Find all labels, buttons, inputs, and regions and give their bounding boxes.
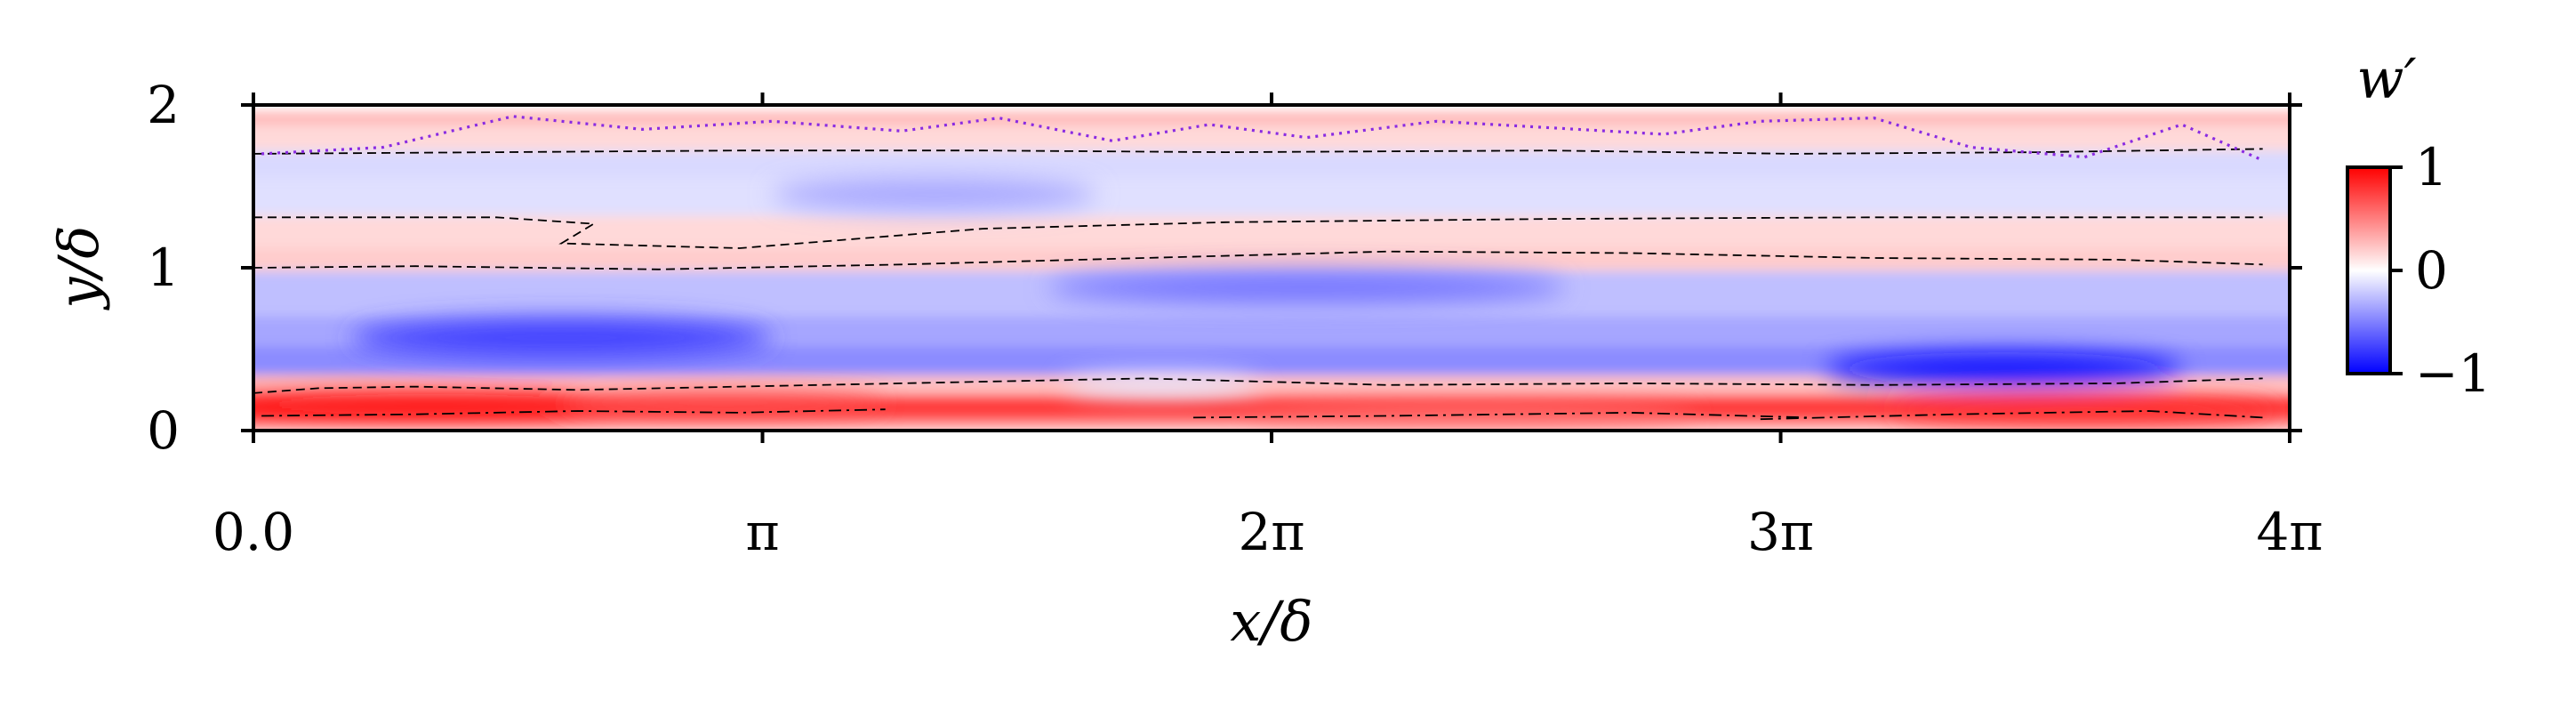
colorbar-tick-label-1: 0 xyxy=(2415,240,2448,301)
field-band-0 xyxy=(253,421,2290,431)
plot-area xyxy=(253,105,2290,431)
y-tick-label-2: 2 xyxy=(147,75,180,135)
x-tick-label-4: 4π xyxy=(2256,502,2323,562)
x-tick-label-2: 2π xyxy=(1239,502,1305,562)
contour-line-5 xyxy=(261,408,886,417)
contour-line-0 xyxy=(253,377,2263,394)
field-patch-0 xyxy=(253,392,659,416)
field-patch-4 xyxy=(1825,352,2182,385)
x-tick-label-1: π xyxy=(745,502,779,562)
y-tick-label-0: 0 xyxy=(147,400,180,461)
colorbar: 1 0 −1 w′ xyxy=(2346,46,2492,404)
y-tick-label-1: 1 xyxy=(147,238,180,298)
field-patch-8 xyxy=(1063,373,1258,397)
field-patches xyxy=(253,178,2279,424)
contour-line-6 xyxy=(1192,411,1810,419)
contour-line-1 xyxy=(253,250,2263,270)
field-band-10 xyxy=(253,124,2290,151)
field-patch-7 xyxy=(772,178,1096,211)
y-axis-ticks: 0 1 2 xyxy=(147,75,2302,461)
x-tick-label-3: 3π xyxy=(1747,502,1814,562)
x-axis-label: x/δ xyxy=(1230,589,1312,654)
field-band-9 xyxy=(253,150,2290,179)
contour-line-3 xyxy=(253,148,2263,155)
x-axis-ticks: 0.0 π 2π 3π 4π xyxy=(213,93,2323,562)
colorbar-tick-label-2: −1 xyxy=(2415,343,2492,404)
field-patch-3 xyxy=(1047,270,1567,304)
field-patch-6 xyxy=(1241,404,1696,424)
colorbar-tick-label-0: 1 xyxy=(2415,137,2448,197)
contour-line-2 xyxy=(253,216,2263,249)
field-band-2 xyxy=(253,375,2290,395)
field-band-8 xyxy=(253,178,2290,216)
colorbar-gradient xyxy=(2346,165,2392,375)
field-band-6 xyxy=(253,248,2290,271)
contour-line-4 xyxy=(261,115,2264,162)
field-patch-1 xyxy=(561,392,886,413)
field-band-11 xyxy=(253,111,2290,125)
field-patch-2 xyxy=(350,318,773,358)
contour-line-7 xyxy=(1760,410,2263,421)
y-axis-label: y/δ xyxy=(46,225,111,310)
colorbar-label: w′ xyxy=(2356,46,2416,111)
field-patch-5 xyxy=(1890,398,2279,424)
contour-lines xyxy=(253,115,2264,421)
colorbar-ticks: 1 0 −1 xyxy=(2390,137,2492,404)
x-tick-label-0: 0.0 xyxy=(213,502,294,562)
